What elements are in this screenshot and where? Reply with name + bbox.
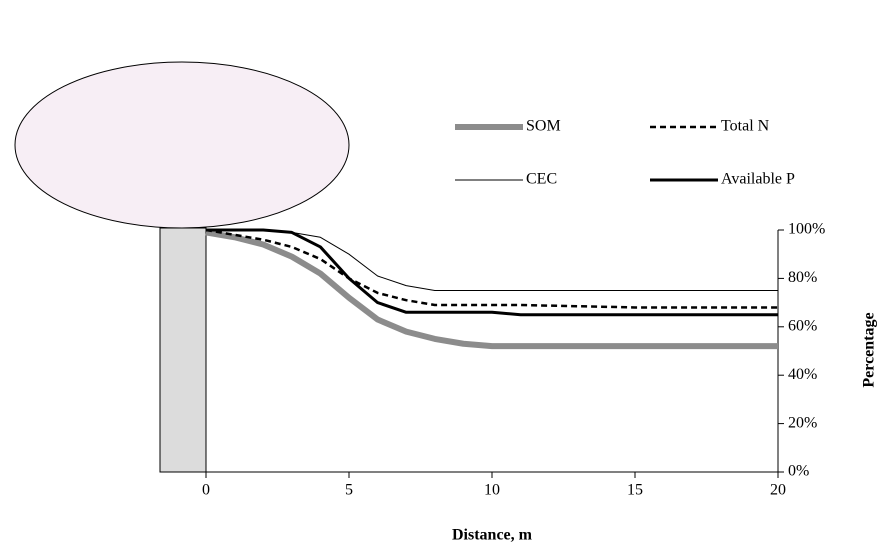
tree-crown: [14, 61, 350, 229]
x-tick-label: 15: [627, 482, 643, 499]
x-axis-title: Distance, m: [452, 527, 533, 544]
legend-label: CEC: [526, 171, 557, 188]
series-line: [206, 228, 778, 317]
x-tick-label: 20: [770, 482, 786, 499]
y-tick-label: 60%: [788, 317, 817, 334]
y-axis-title: Percentage: [861, 312, 878, 387]
y-tick-label: 40%: [788, 366, 817, 383]
x-tick-label: 0: [202, 482, 210, 499]
legend-label: Available P: [721, 171, 795, 188]
legend-label: Total N: [721, 118, 770, 135]
tree-trunk: [159, 227, 207, 473]
series-line: [206, 229, 778, 291]
x-tick-label: 5: [345, 482, 353, 499]
x-tick-label: 10: [484, 482, 500, 499]
y-tick-label: 0%: [788, 463, 809, 480]
y-tick-label: 100%: [788, 221, 825, 238]
y-tick-label: 80%: [788, 269, 817, 286]
y-tick-label: 20%: [788, 414, 817, 431]
series-line: [205, 228, 778, 309]
series-line: [205, 229, 778, 350]
legend-label: SOM: [526, 118, 561, 135]
